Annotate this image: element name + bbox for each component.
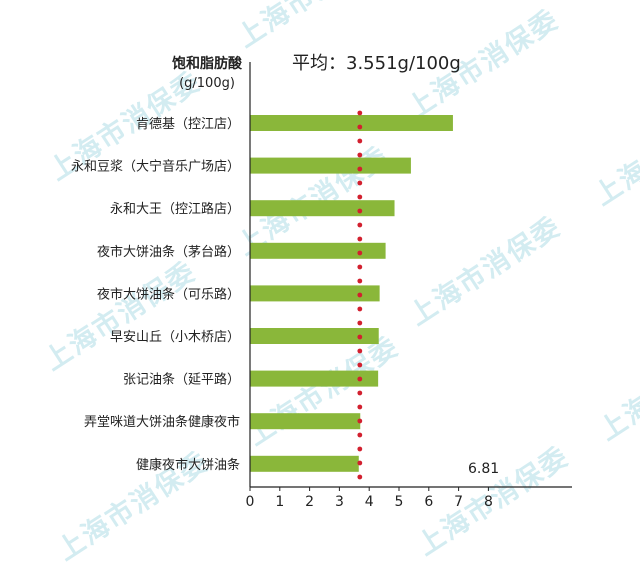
- x-tick-label: 2: [305, 494, 314, 510]
- average-line-dot: [357, 348, 363, 354]
- average-line-dot: [357, 292, 363, 298]
- category-label: 弄堂咪道大饼油条健康夜市: [84, 414, 240, 430]
- x-tick-label: 5: [395, 494, 404, 510]
- category-label: 早安山丘（小木桥店）: [110, 330, 240, 345]
- chart-title: 平均：3.551g/100g: [292, 53, 461, 74]
- average-line-dot: [357, 446, 363, 452]
- average-line-dot: [357, 418, 363, 424]
- x-tick-label: 3: [335, 494, 344, 510]
- bar: [250, 115, 453, 131]
- x-tick-label: 4: [365, 494, 374, 510]
- category-label: 张记油条（延平路）: [123, 372, 240, 388]
- x-tick-label: 7: [454, 494, 463, 510]
- average-line-dot: [357, 180, 363, 186]
- bar: [250, 328, 379, 344]
- bar: [250, 157, 411, 174]
- x-tick-label: 6: [424, 494, 433, 510]
- bar-chart: 平均：3.551g/100g 饱和脂肪酸 (g/100g) 6.81 肯德基（控…: [71, 53, 572, 510]
- average-line-dot: [357, 110, 363, 116]
- bar: [250, 200, 395, 217]
- average-line-dot: [357, 376, 363, 382]
- category-label: 永和豆浆（大宁音乐广场店）: [71, 159, 240, 175]
- y-axis-unit: (g/100g): [179, 76, 235, 91]
- average-line-dot: [357, 306, 363, 312]
- bar: [250, 242, 386, 259]
- average-line-dot: [357, 250, 363, 256]
- average-line-dot: [357, 138, 363, 144]
- average-line-dot: [357, 208, 363, 214]
- average-line-dot: [357, 278, 363, 284]
- average-line-dot: [357, 334, 363, 340]
- x-tick-label: 0: [246, 494, 255, 510]
- average-line-dot: [357, 236, 363, 242]
- x-tick-label: 8: [484, 494, 493, 510]
- category-label: 永和大王（控江路店）: [110, 201, 240, 217]
- average-line-dot: [357, 362, 363, 368]
- bar: [250, 455, 359, 472]
- average-line-dot: [357, 390, 363, 396]
- value-annotation: 6.81: [468, 461, 499, 477]
- average-line-dot: [357, 404, 363, 410]
- average-line-dot: [357, 194, 363, 200]
- category-label: 夜市大饼油条（可乐路）: [97, 286, 240, 302]
- bar: [250, 413, 361, 430]
- x-tick-label: 1: [275, 494, 284, 510]
- y-axis-label: 饱和脂肪酸: [172, 55, 243, 72]
- category-label: 肯德基（控江店）: [136, 117, 240, 132]
- category-label: 夜市大饼油条（茅台路）: [97, 244, 240, 260]
- bar: [250, 285, 380, 302]
- average-line-dot: [357, 432, 363, 438]
- average-line-dot: [357, 460, 363, 466]
- average-line-dot: [357, 264, 363, 270]
- average-line-dot: [357, 166, 363, 172]
- average-line-dot: [357, 124, 363, 130]
- average-line-dot: [357, 152, 363, 158]
- average-line-dot: [357, 222, 363, 228]
- bar: [250, 370, 379, 387]
- average-line-dot: [357, 320, 363, 326]
- average-line-dot: [357, 474, 363, 480]
- category-label: 健康夜市大饼油条: [136, 457, 240, 473]
